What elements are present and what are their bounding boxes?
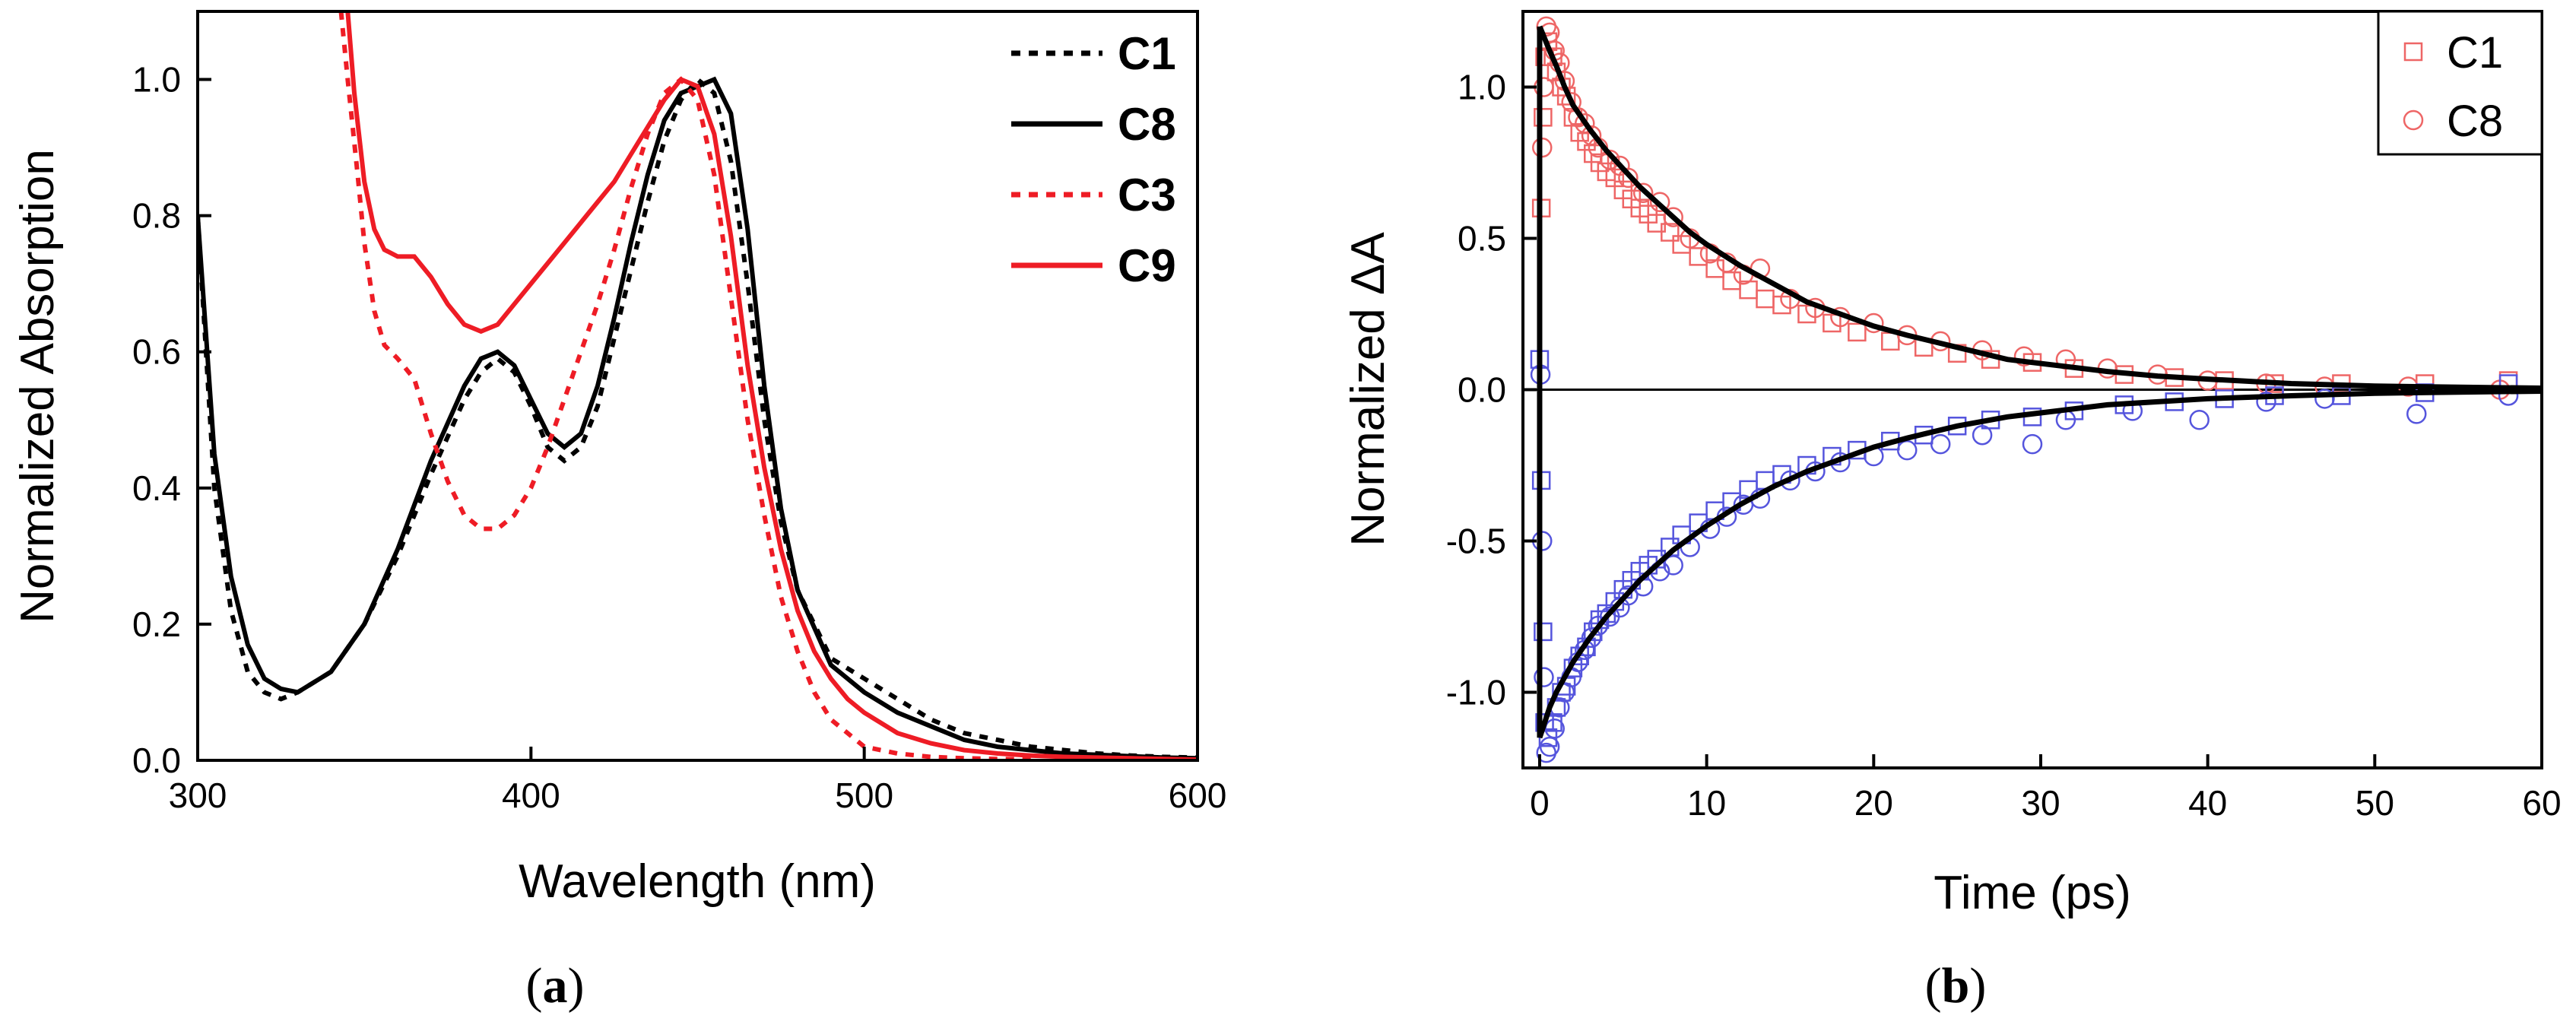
- y-tick-label: 1.0: [1458, 68, 1506, 107]
- data-point-circle: [2314, 389, 2335, 409]
- data-point-circle: [1972, 424, 1993, 446]
- data-point-square: [1534, 108, 1553, 127]
- x-tick-label: 40: [2188, 783, 2227, 823]
- panel-a-label-letter: a: [543, 958, 568, 1014]
- panel-a-label-close: ): [568, 958, 585, 1014]
- x-tick-label: 30: [2021, 783, 2060, 823]
- data-point-circle: [1544, 719, 1565, 739]
- panel-b-label-letter: b: [1942, 958, 1970, 1014]
- data-point-circle: [1534, 667, 1554, 687]
- data-point-circle: [1632, 182, 1654, 204]
- x-tick-label: 20: [1854, 783, 1893, 823]
- panel-a-absorption-chart: 300 400 500 600 0.0 0.2 0.4 0.6 0.8 1.0 Wavelengt…: [11, 10, 1226, 1014]
- data-point-circle: [1896, 439, 1918, 461]
- panel-a-legend: C1 C8 C3 C9: [996, 14, 1195, 303]
- series-line-c9: [345, 11, 1198, 760]
- panel-a-plot-area: [198, 11, 1198, 760]
- data-point-circle: [1575, 113, 1595, 134]
- data-point-circle: [1539, 736, 1560, 757]
- y-tick-label: -1.0: [1446, 673, 1506, 712]
- data-point-square: [1756, 289, 1775, 309]
- data-point-square: [1848, 322, 1867, 342]
- data-point-square: [1534, 622, 1553, 642]
- panel-b-ticks: 0 10 20 30 40 50 60 -1.0 -0.5 0.0 0.5 1.0: [1446, 68, 2562, 823]
- x-tick-label: 0: [1530, 783, 1550, 823]
- legend-label-c3: C3: [1118, 170, 1176, 220]
- data-point-square: [1689, 247, 1708, 266]
- data-point-square: [1661, 223, 1680, 242]
- legend-label-c9: C9: [1118, 240, 1176, 291]
- legend-label-c8: C8: [1118, 99, 1176, 150]
- x-tick-label: 10: [1687, 783, 1726, 823]
- panel-b-label-open: (: [1925, 958, 1942, 1014]
- y-tick-label: 0.4: [132, 468, 181, 508]
- data-point-square: [1881, 332, 1900, 351]
- series-line-c3: [338, 11, 1031, 760]
- data-point-circle: [1663, 207, 1683, 227]
- x-tick-label: 300: [169, 776, 227, 815]
- data-point-circle: [2256, 392, 2276, 412]
- data-point-circle: [1663, 555, 1683, 576]
- panel-a-label: (a): [526, 958, 585, 1014]
- data-point-circle: [1618, 585, 1639, 606]
- data-point-circle: [1649, 192, 1670, 212]
- legend-label-c1: C1: [1118, 28, 1176, 79]
- legend-marker-square: [2403, 42, 2423, 62]
- y-tick-label: 0.5: [1458, 219, 1506, 259]
- fit-curve: [1537, 389, 2542, 739]
- panel-a-label-open: (: [526, 958, 543, 1014]
- y-tick-label: 0.2: [132, 604, 181, 644]
- data-point-circle: [2189, 410, 2210, 430]
- y-tick-label: 0.6: [132, 332, 181, 372]
- panel-a-frame: [196, 10, 1199, 762]
- data-point-circle: [2013, 346, 2035, 366]
- data-point-circle: [1581, 125, 1602, 146]
- data-point-circle: [2022, 433, 2043, 455]
- fit-curve: [1537, 25, 2542, 391]
- y-tick-label: 0.0: [1458, 370, 1506, 410]
- panel-a-ticks: 300 400 500 600 0.0 0.2 0.4 0.6 0.8 1.0: [132, 60, 1226, 815]
- y-tick-label: 0.0: [132, 741, 181, 780]
- panel-b-y-axis-label: Normalized ΔA: [1342, 232, 1394, 547]
- legend-box: [2377, 10, 2543, 156]
- legend-label-c8: C8: [2447, 97, 2503, 146]
- legend-marker-circle: [2403, 109, 2424, 131]
- panel-b-label: (b): [1925, 958, 1987, 1014]
- x-tick-label: 400: [502, 776, 560, 815]
- panel-b-label-close: ): [1969, 958, 1986, 1014]
- legend-background: [996, 14, 1195, 303]
- data-point-circle: [1581, 627, 1602, 649]
- x-tick-label: 500: [835, 776, 893, 815]
- y-tick-label: 1.0: [132, 60, 181, 100]
- data-point-circle: [1930, 433, 1951, 455]
- x-tick-label: 60: [2522, 783, 2561, 823]
- panel-b-plot-area: [1523, 16, 2542, 763]
- data-point-circle: [2406, 404, 2427, 424]
- y-tick-label: -0.5: [1446, 522, 1506, 561]
- data-point-circle: [1618, 167, 1639, 189]
- x-tick-label: 600: [1169, 776, 1227, 815]
- panel-a-x-axis-label: Wavelength (nm): [519, 855, 876, 908]
- panel-b-x-axis-label: Time (ps): [1934, 867, 2130, 919]
- panel-a-y-axis-label: Normalized Absorption: [11, 149, 64, 623]
- series-line-c8: [198, 76, 1198, 760]
- y-tick-label: 0.8: [132, 196, 181, 236]
- legend-label-c1: C1: [2447, 28, 2503, 78]
- x-tick-label: 50: [2356, 783, 2394, 823]
- panel-b-kinetics-chart: 0 10 20 30 40 50 60 -1.0 -0.5 0.0 0.5 1.0 Time (ps)…: [1342, 10, 2562, 1014]
